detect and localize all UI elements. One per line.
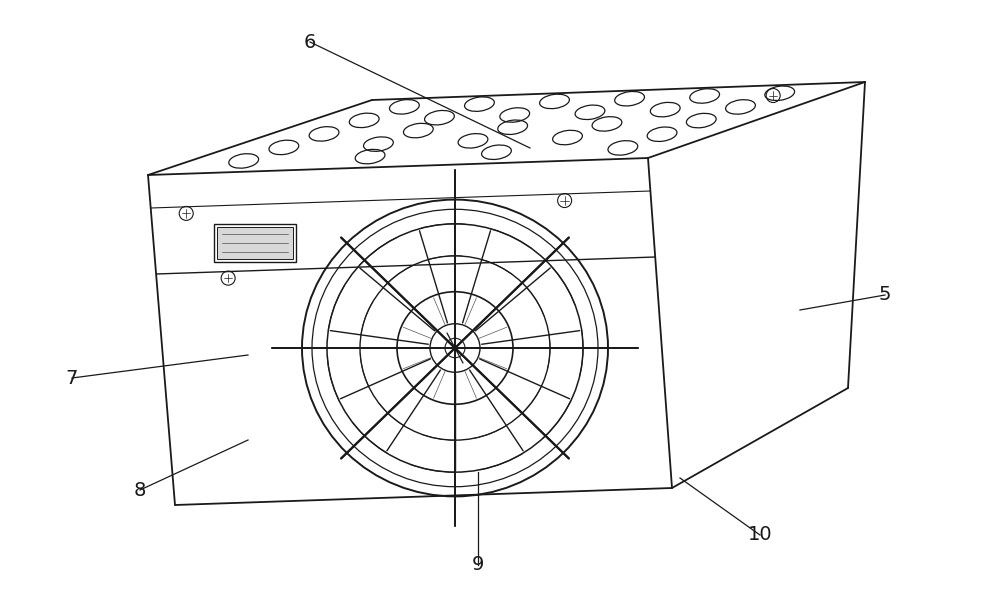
Text: 6: 6 [304, 33, 316, 52]
Text: 8: 8 [134, 481, 146, 500]
Text: 10: 10 [748, 526, 772, 545]
Bar [214, 224, 296, 262]
Text: 9: 9 [472, 556, 484, 575]
Text: 5: 5 [879, 286, 891, 305]
Bar [217, 227, 293, 259]
Text: 7: 7 [66, 368, 78, 387]
